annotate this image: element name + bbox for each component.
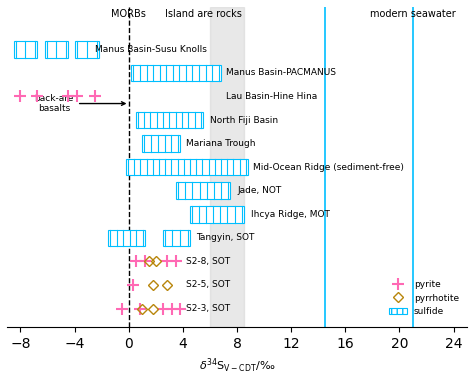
Bar — [176, 183, 230, 199]
Text: MORBs: MORBs — [111, 9, 146, 19]
Bar — [14, 41, 36, 58]
Text: North Fiji Basin: North Fiji Basin — [210, 115, 278, 125]
Text: Jade, NOT: Jade, NOT — [237, 186, 281, 195]
Text: S2-3, SOT: S2-3, SOT — [186, 304, 230, 313]
X-axis label: $\delta^{34}$S$_{\mathrm{V-CDT}}$/‰: $\delta^{34}$S$_{\mathrm{V-CDT}}$/‰ — [199, 357, 275, 375]
Text: Mariana Trough: Mariana Trough — [186, 139, 255, 148]
Bar — [109, 230, 145, 246]
Text: modern seawater: modern seawater — [370, 9, 456, 19]
Text: back-are
basalts: back-are basalts — [35, 94, 125, 113]
Bar — [45, 41, 68, 58]
Bar — [142, 135, 180, 152]
Text: Manus Basin-PACMANUS: Manus Basin-PACMANUS — [226, 68, 336, 78]
Text: Ihcya Ridge, MOT: Ihcya Ridge, MOT — [251, 210, 329, 219]
Bar — [126, 159, 248, 175]
Bar — [136, 112, 203, 128]
Text: Manus Basin-Susu Knolls: Manus Basin-Susu Knolls — [95, 45, 207, 54]
Bar — [210, 7, 244, 327]
Legend: pyrite, pyrrhotite, sulfide: pyrite, pyrrhotite, sulfide — [385, 277, 463, 320]
Text: Tangyin, SOT: Tangyin, SOT — [196, 233, 255, 242]
Text: Mid-Ocean Ridge (sediment-free): Mid-Ocean Ridge (sediment-free) — [253, 163, 404, 172]
Text: Lau Basin-Hine Hina: Lau Basin-Hine Hina — [226, 92, 318, 101]
Bar — [74, 41, 99, 58]
Bar — [190, 206, 244, 223]
Text: Island are rocks: Island are rocks — [165, 9, 242, 19]
Text: S2-5, SOT: S2-5, SOT — [186, 280, 230, 290]
Text: S2-8, SOT: S2-8, SOT — [186, 257, 230, 266]
Bar — [131, 65, 221, 81]
Bar — [163, 230, 190, 246]
